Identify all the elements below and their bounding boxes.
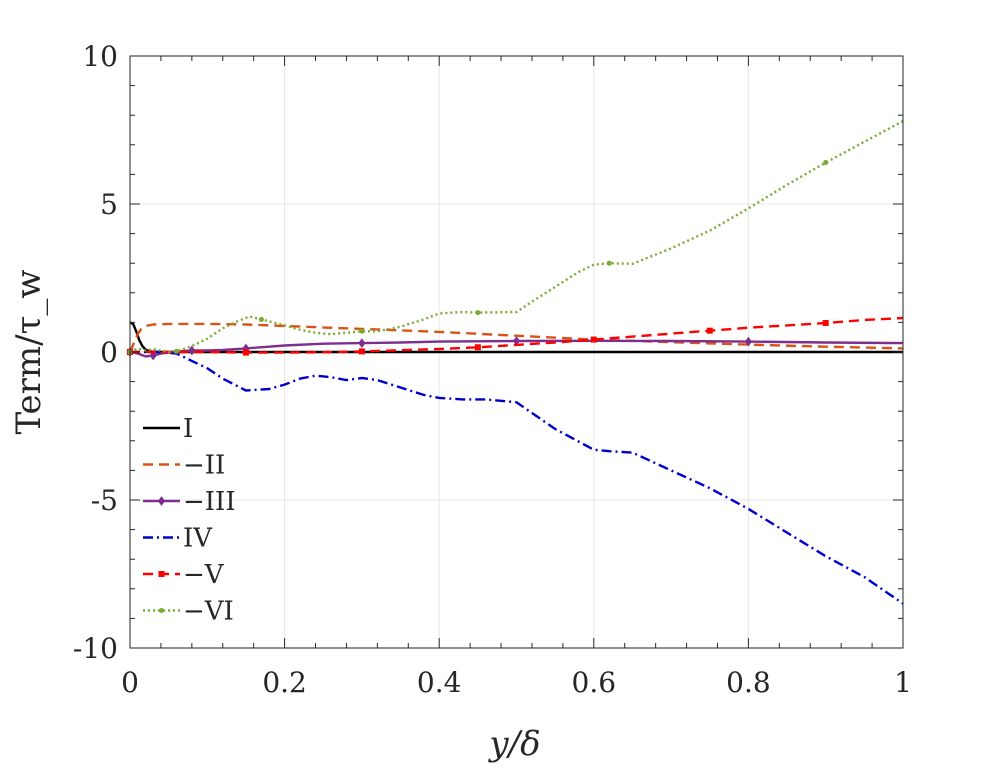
legend-marker-6 [159, 608, 164, 613]
legend-label-6: −VI [183, 597, 234, 627]
series-line-5 [130, 316, 904, 354]
legend-label-5: −V [183, 560, 225, 590]
y-tick-label: -10 [73, 632, 118, 665]
series-5-marker [474, 344, 481, 351]
y-tick-label: 0 [100, 336, 118, 369]
legend-label-3: −III [183, 487, 236, 517]
axes-frame [129, 55, 904, 649]
y-tick-label: 5 [100, 188, 118, 221]
series-5-marker [590, 336, 597, 343]
series-5-marker [706, 327, 713, 334]
x-tick-label: 0.6 [572, 666, 617, 699]
series-6-marker [258, 316, 264, 322]
series-5-marker [242, 349, 249, 356]
legend-marker-5 [158, 571, 165, 577]
legend: I −II −III IV −V −VI [143, 414, 236, 627]
x-tick-label: 1 [894, 666, 912, 699]
series-6-marker [173, 348, 179, 354]
legend-label-4: IV [183, 524, 213, 554]
legend-marker-3 [157, 496, 166, 506]
series-6-marker [606, 260, 612, 266]
y-tick-label: -5 [91, 484, 118, 517]
series-line-2 [128, 322, 904, 353]
x-tick-label: 0.4 [417, 666, 462, 699]
series-6-marker [475, 310, 481, 316]
series-3-marker [188, 345, 196, 356]
series-layer [126, 120, 904, 605]
series-6-marker [359, 328, 365, 334]
series-3-marker [744, 336, 753, 347]
series-3-marker [358, 338, 366, 348]
x-tick-label: 0 [121, 666, 139, 699]
series-line-6 [129, 120, 904, 354]
y-tick-label: 10 [82, 40, 118, 73]
legend-label-1: I [183, 414, 193, 444]
legend-label-2: −II [183, 451, 225, 481]
x-axis-label: y/δ [487, 724, 540, 764]
x-tick-label: 0.8 [726, 666, 771, 699]
series-6-marker [823, 160, 829, 166]
x-tick-label: 0.2 [262, 666, 307, 699]
y-axis-label: Term/τ_w [9, 269, 49, 434]
series-line-4 [130, 350, 904, 605]
series-3-marker [149, 350, 157, 361]
series-5-marker [358, 348, 365, 355]
tick-labels: 0 0.2 0.4 0.6 0.8 1 10 5 0 -5 -10 [73, 40, 912, 699]
series-5-marker [822, 319, 829, 326]
